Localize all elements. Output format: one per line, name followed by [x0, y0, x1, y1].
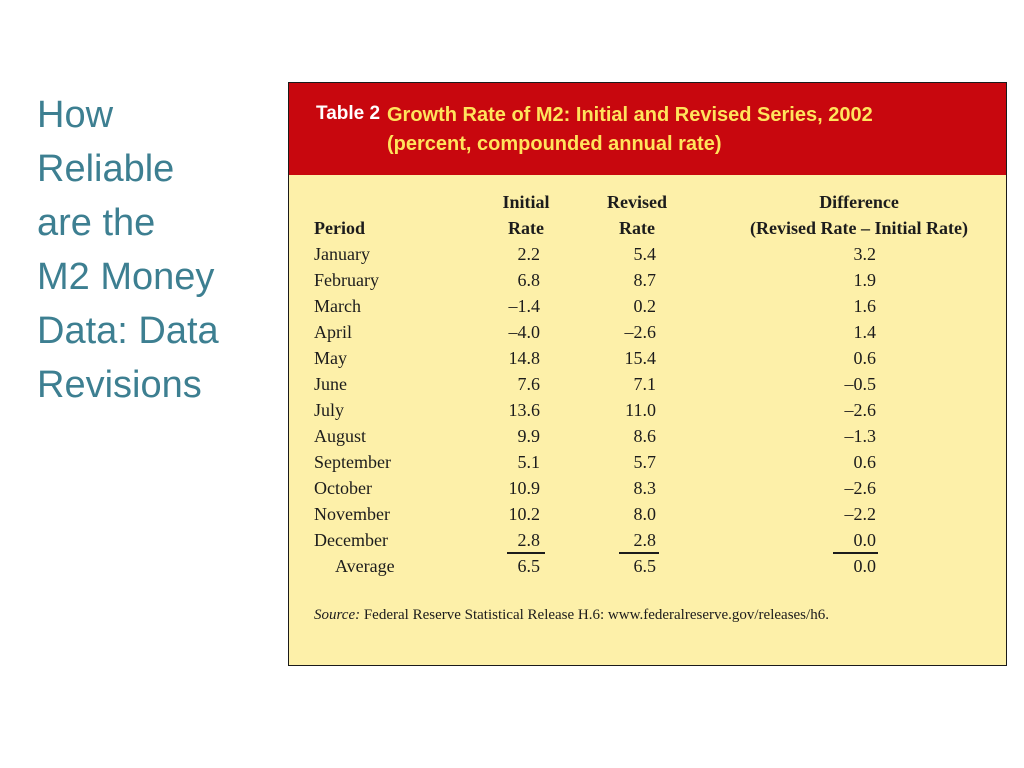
row-initial-rate: 6.8	[517, 270, 541, 290]
row-period: October	[314, 478, 372, 498]
row-initial-rate: 10.2	[508, 504, 541, 524]
row-difference: 0.6	[853, 452, 877, 472]
row-revised-rate: 7.1	[633, 374, 657, 394]
header-difference-top: Difference	[819, 192, 899, 212]
slide-title-line: M2 Money	[37, 256, 215, 298]
row-difference: –2.6	[844, 478, 877, 498]
row-period: February	[314, 270, 379, 290]
row-difference: –2.6	[844, 400, 877, 420]
row-period: August	[314, 426, 367, 446]
row-initial-rate: 9.9	[517, 426, 541, 446]
row-period: May	[314, 348, 347, 368]
slide-title-line: Data: Data	[37, 310, 219, 352]
header-initial-top: Initial	[502, 192, 550, 212]
slide-title-line: Revisions	[37, 364, 202, 406]
row-initial-rate: 2.8	[517, 530, 541, 550]
row-revised-rate: 8.6	[633, 426, 657, 446]
row-difference: 1.6	[853, 296, 877, 316]
slide-title-line: Reliable	[37, 148, 175, 190]
row-difference: 0.0	[853, 530, 877, 550]
row-period: March	[314, 296, 361, 316]
header-initial-bottom: Rate	[508, 218, 544, 238]
row-revised-rate: 15.4	[624, 348, 657, 368]
slide-title-line: are the	[37, 202, 156, 244]
header-revised-top: Revised	[607, 192, 667, 212]
row-revised-rate: 5.7	[633, 452, 657, 472]
row-difference: 3.2	[853, 244, 877, 264]
row-revised-rate: 8.0	[633, 504, 657, 524]
table-label: Table 2	[316, 103, 381, 124]
row-initial-rate: 13.6	[508, 400, 541, 420]
row-difference: –1.3	[844, 426, 877, 446]
table-title: Growth Rate of M2: Initial and Revised S…	[387, 101, 873, 159]
table-title-line1: Growth Rate of M2: Initial and Revised S…	[387, 104, 873, 126]
row-difference: –2.2	[844, 504, 877, 524]
row-initial-rate: 2.2	[517, 244, 541, 264]
table-title-line2: (percent, compounded annual rate)	[387, 133, 722, 155]
row-period: July	[314, 400, 345, 420]
row-initial-rate: 14.8	[508, 348, 541, 368]
header-period: Period	[314, 218, 365, 238]
row-initial-rate: 10.9	[508, 478, 541, 498]
row-period: December	[314, 530, 388, 550]
row-period: September	[314, 452, 391, 472]
row-initial-rate: 7.6	[517, 374, 541, 394]
row-revised-rate: 8.7	[633, 270, 657, 290]
source-label: Source:	[314, 607, 361, 623]
row-initial-rate: 5.1	[517, 452, 541, 472]
row-difference: 0.6	[853, 348, 877, 368]
row-difference: –0.5	[844, 374, 877, 394]
row-revised-rate: 0.2	[633, 296, 657, 316]
row-period: January	[314, 244, 370, 264]
row-revised-rate: 8.3	[633, 478, 657, 498]
row-initial-rate: –4.0	[508, 322, 541, 342]
average-label: Average	[335, 556, 395, 576]
row-revised-rate: 5.4	[633, 244, 657, 264]
table-header-band: Table 2 Growth Rate of M2: Initial and R…	[289, 83, 1006, 175]
row-difference: 1.9	[853, 270, 877, 290]
slide-title: How Reliable are the M2 Money Data: Data…	[37, 88, 277, 412]
header-revised-bottom: Rate	[619, 218, 655, 238]
row-period: June	[314, 374, 347, 394]
average-revised-rate: 6.5	[633, 556, 657, 576]
header-difference-bottom: (Revised Rate – Initial Rate)	[750, 218, 968, 238]
average-difference: 0.0	[853, 556, 877, 576]
row-period: April	[314, 322, 352, 342]
average-initial-rate: 6.5	[517, 556, 541, 576]
row-difference: 1.4	[853, 322, 877, 342]
row-revised-rate: –2.6	[624, 322, 657, 342]
row-initial-rate: –1.4	[508, 296, 541, 316]
total-rule	[507, 552, 545, 554]
data-table-figure: Table 2 Growth Rate of M2: Initial and R…	[288, 82, 1007, 666]
row-period: November	[314, 504, 390, 524]
table-source: Source: Federal Reserve Statistical Rele…	[314, 607, 829, 624]
row-revised-rate: 11.0	[625, 400, 656, 420]
row-revised-rate: 2.8	[633, 530, 657, 550]
slide-title-line: How	[37, 94, 114, 136]
source-text: Federal Reserve Statistical Release H.6:…	[363, 607, 829, 623]
total-rule	[619, 552, 659, 554]
total-rule	[833, 552, 878, 554]
